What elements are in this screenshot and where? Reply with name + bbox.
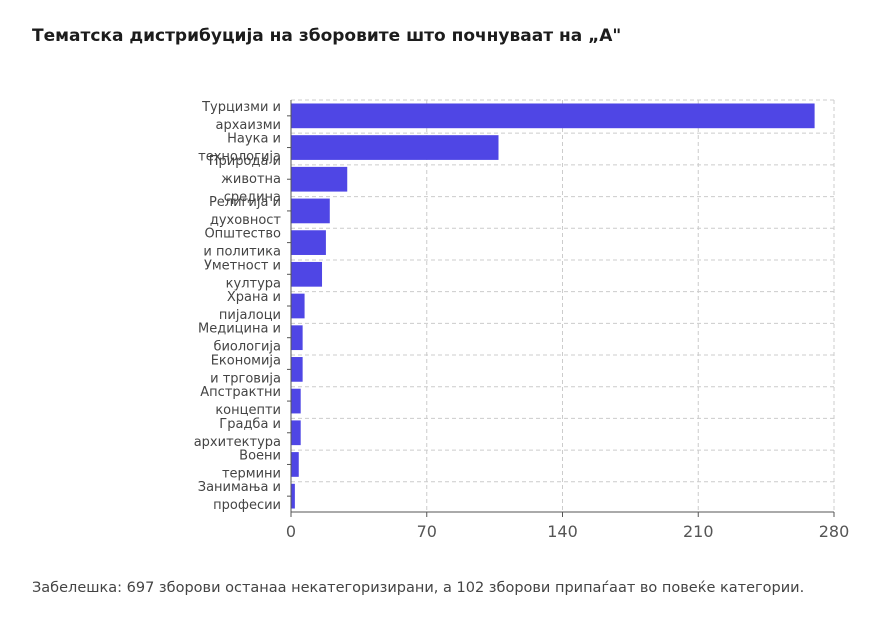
category-label: Занимања и професии bbox=[198, 480, 281, 513]
bars bbox=[291, 103, 815, 509]
bar bbox=[291, 135, 499, 160]
category-label: Градба и архитектура bbox=[194, 417, 281, 450]
tick-labels: 0 70 140 210 280 bbox=[286, 522, 849, 541]
bar bbox=[291, 230, 326, 255]
bar bbox=[291, 388, 301, 414]
chart-title: Тематска дистрибуција на зборовите што п… bbox=[32, 26, 622, 46]
category-label: Природа и животна средина bbox=[209, 154, 281, 205]
bar bbox=[291, 420, 301, 446]
bar bbox=[291, 166, 348, 192]
category-label: Воени термини bbox=[222, 448, 281, 481]
x-tick-label: 280 bbox=[819, 522, 850, 541]
grid-lines bbox=[291, 99, 835, 512]
bar bbox=[291, 452, 299, 477]
category-label: Општество и политика bbox=[203, 227, 281, 260]
category-label: Религија и духовност bbox=[209, 195, 281, 228]
footnote: Забелешка: 697 зборови останаа некатегор… bbox=[32, 580, 805, 596]
x-tick-label: 0 bbox=[286, 522, 296, 541]
bar bbox=[291, 483, 295, 509]
bar bbox=[291, 261, 323, 287]
category-label: Економија и трговија bbox=[210, 353, 281, 386]
bar bbox=[291, 198, 330, 224]
axes bbox=[287, 100, 835, 517]
category-label: Уметност и култура bbox=[204, 258, 281, 291]
bar bbox=[291, 357, 303, 382]
category-label: Турцизми и архаизми bbox=[201, 100, 281, 133]
x-tick-label: 140 bbox=[547, 522, 578, 541]
category-label: Медицина и биологија bbox=[198, 322, 281, 355]
category-label: Храна и пијалоци bbox=[219, 290, 281, 323]
category-label: Наука и технологија bbox=[198, 132, 281, 165]
x-tick-label: 210 bbox=[683, 522, 714, 541]
bar bbox=[291, 103, 815, 129]
x-tick-label: 70 bbox=[417, 522, 437, 541]
bar bbox=[291, 325, 303, 351]
bar bbox=[291, 293, 305, 319]
category-label: Апстрактни концепти bbox=[200, 385, 281, 418]
